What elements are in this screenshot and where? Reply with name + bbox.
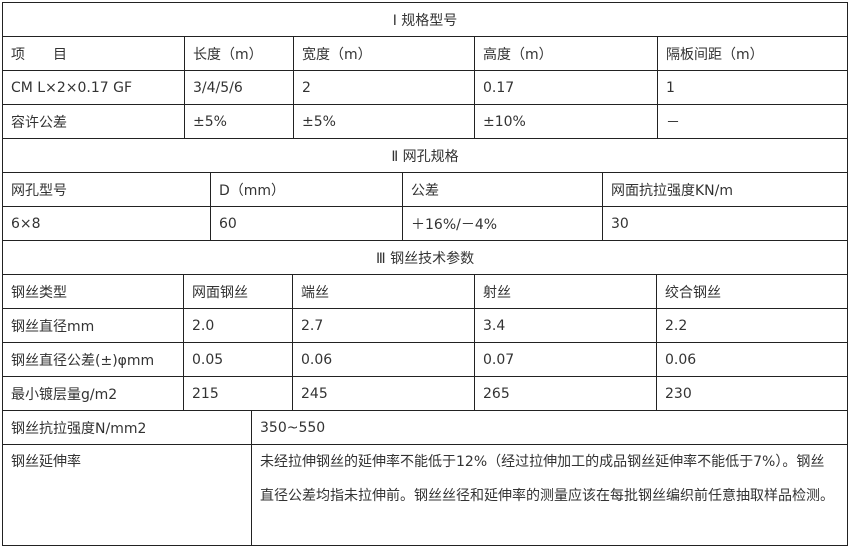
cell: 6×8 <box>2 206 211 241</box>
cell: 60 <box>210 206 403 241</box>
cell: 215 <box>183 376 293 411</box>
section-3-title: Ⅲ 钢丝技术参数 <box>1 241 849 275</box>
cell: 容许公差 <box>2 104 185 139</box>
table-row: 容许公差 ±5% ±5% ±10% － <box>2 104 849 139</box>
cell: 245 <box>292 376 475 411</box>
cell: 0.07 <box>474 342 657 377</box>
header-cell: 长度（m） <box>184 36 294 71</box>
cell: － <box>656 104 849 139</box>
elongation-label: 钢丝延伸率 <box>2 444 252 546</box>
section-3-table: Ⅲ 钢丝技术参数 钢丝类型 网面钢丝 端丝 射丝 绞合钢丝 钢丝直径mm 2.0… <box>1 241 849 411</box>
table-row: 最小镀层量g/m2 215 245 265 230 <box>2 376 849 411</box>
section-1-table: Ⅰ 规格型号 项 目 长度（m） 宽度（m） 高度（m） 隔板间距（m） CM … <box>1 2 849 139</box>
section-3-extra-table: 钢丝抗拉强度N/mm2 350~550 钢丝延伸率 未经拉伸钢丝的延伸率不能低于… <box>2 411 848 546</box>
header-cell: 射丝 <box>474 274 657 309</box>
cell: 2.7 <box>292 308 475 343</box>
header-row: 钢丝类型 网面钢丝 端丝 射丝 绞合钢丝 <box>2 274 849 309</box>
table-row: 钢丝直径公差(±)φmm 0.05 0.06 0.07 0.06 <box>2 342 849 377</box>
cell: ±10% <box>474 104 658 139</box>
cell: CM L×2×0.17 GF <box>2 70 185 105</box>
cell: 1 <box>656 70 849 105</box>
cell: 2 <box>293 70 475 105</box>
cell: 3/4/5/6 <box>184 70 294 105</box>
cell: 钢丝直径mm <box>2 308 184 343</box>
header-cell: 网面抗拉强度KN/m <box>601 172 849 207</box>
table-row: CM L×2×0.17 GF 3/4/5/6 2 0.17 1 <box>2 70 849 105</box>
header-row: 项 目 长度（m） 宽度（m） 高度（m） 隔板间距（m） <box>2 36 849 71</box>
header-cell: 宽度（m） <box>293 36 475 71</box>
section-2-table: Ⅱ 网孔规格 网孔型号 D（mm） 公差 网面抗拉强度KN/m 6×8 60 ＋… <box>1 139 849 241</box>
header-cell: 项 目 <box>2 36 185 71</box>
cell: ±5% <box>293 104 475 139</box>
elongation-value: 未经拉伸钢丝的延伸率不能低于12%（经过拉伸加工的成品钢丝延伸率不能低于7%）。… <box>251 444 848 546</box>
cell: 2.0 <box>183 308 293 343</box>
cell: 2.2 <box>655 308 849 343</box>
cell: 265 <box>474 376 657 411</box>
cell: 0.05 <box>183 342 293 377</box>
cell: 最小镀层量g/m2 <box>2 376 184 411</box>
cell: 0.06 <box>655 342 849 377</box>
header-cell: 绞合钢丝 <box>655 274 849 309</box>
header-cell: 端丝 <box>292 274 475 309</box>
cell: 钢丝直径公差(±)φmm <box>2 342 184 377</box>
header-cell: 高度（m） <box>474 36 658 71</box>
header-cell: 公差 <box>402 172 603 207</box>
section-1-title: Ⅰ 规格型号 <box>1 2 849 37</box>
header-row: 网孔型号 D（mm） 公差 网面抗拉强度KN/m <box>2 172 849 207</box>
table-row: 钢丝直径mm 2.0 2.7 3.4 2.2 <box>2 308 849 343</box>
cell: ＋16%/－4% <box>402 206 603 241</box>
table-row: 6×8 60 ＋16%/－4% 30 <box>2 206 849 241</box>
table-row: 钢丝抗拉强度N/mm2 350~550 <box>2 411 848 445</box>
cell: 230 <box>655 376 849 411</box>
cell: 0.06 <box>292 342 475 377</box>
strength-label: 钢丝抗拉强度N/mm2 <box>2 411 252 445</box>
header-cell: 网面钢丝 <box>183 274 293 309</box>
cell: 30 <box>601 206 849 241</box>
cell: 3.4 <box>474 308 657 343</box>
cell: 0.17 <box>474 70 658 105</box>
table-row: 钢丝延伸率 未经拉伸钢丝的延伸率不能低于12%（经过拉伸加工的成品钢丝延伸率不能… <box>2 444 848 546</box>
strength-value: 350~550 <box>251 411 848 445</box>
header-cell: 隔板间距（m） <box>656 36 849 71</box>
header-cell: D（mm） <box>210 172 403 207</box>
section-2-title: Ⅱ 网孔规格 <box>1 139 849 173</box>
cell: ±5% <box>184 104 294 139</box>
header-cell: 钢丝类型 <box>2 274 184 309</box>
header-cell: 网孔型号 <box>2 172 211 207</box>
